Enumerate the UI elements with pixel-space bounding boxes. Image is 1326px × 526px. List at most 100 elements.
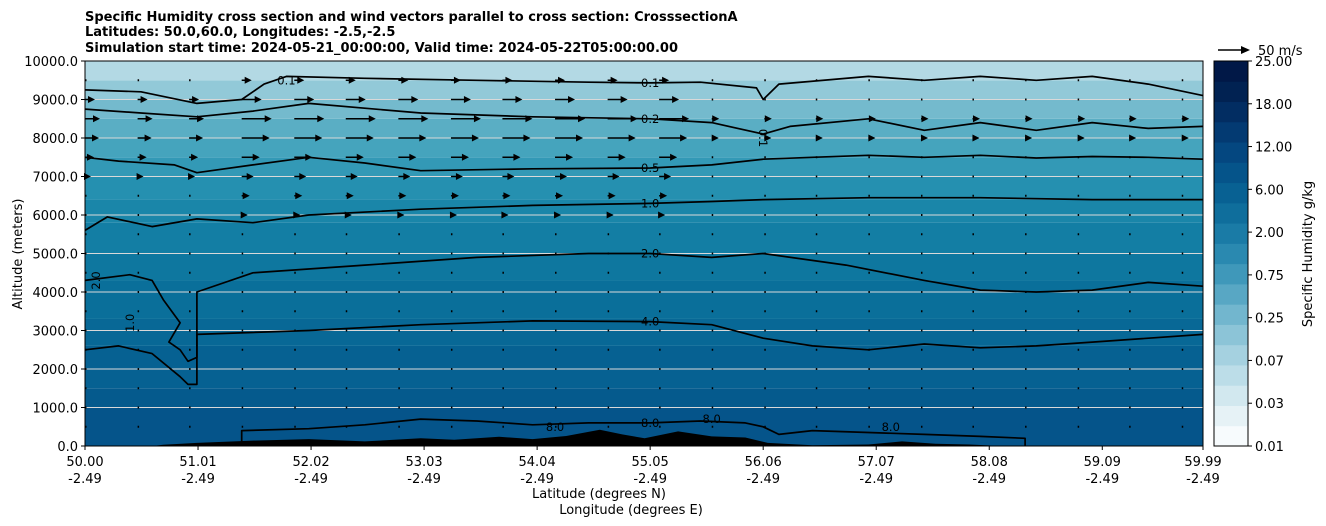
wind-vector-head bbox=[252, 153, 260, 161]
contour-line bbox=[84, 196, 1203, 232]
contour-line bbox=[84, 320, 1204, 386]
wind-vector-head bbox=[449, 211, 457, 219]
wind-vector-head bbox=[87, 153, 94, 161]
humidity-band bbox=[85, 176, 1203, 200]
colorbar-tick-label: 0.75 bbox=[1255, 269, 1284, 284]
wind-vector-head bbox=[350, 173, 358, 180]
terrain-silhouette bbox=[152, 429, 1003, 446]
y-tick-label: 4000.0 bbox=[33, 286, 79, 301]
wind-vector-head bbox=[358, 96, 366, 103]
wind-vector-head bbox=[1078, 115, 1086, 123]
wind-vector-head bbox=[1129, 115, 1137, 123]
wind-vector-head bbox=[712, 115, 720, 123]
x-tick-label-longitude: -2.49 bbox=[520, 472, 554, 487]
wind-vector-head bbox=[348, 76, 356, 84]
wind-vector-head bbox=[356, 153, 364, 161]
wind-vector-head bbox=[299, 173, 307, 180]
x-tick-label-longitude: -2.49 bbox=[1085, 472, 1119, 487]
humidity-band bbox=[85, 118, 1203, 138]
x-tick-label-longitude: -2.49 bbox=[181, 472, 215, 487]
y-axis-label: Altitude (meters) bbox=[11, 199, 26, 310]
wind-vector-head bbox=[421, 115, 429, 123]
wind-vector-head bbox=[628, 134, 636, 142]
wind-vector-head bbox=[682, 115, 690, 123]
y-tick-label: 7000.0 bbox=[33, 171, 79, 186]
y-tick-label: 9000.0 bbox=[33, 94, 79, 109]
wind-vector-head bbox=[297, 76, 305, 84]
colorbar-segment bbox=[1214, 81, 1248, 103]
y-tick-label: 0.0 bbox=[57, 440, 78, 455]
x-tick-label-longitude: -2.49 bbox=[859, 472, 893, 487]
humidity-band bbox=[85, 157, 1203, 177]
wind-vector-head bbox=[399, 192, 407, 200]
wind-vector-head bbox=[576, 134, 584, 142]
wind-vector-head bbox=[1077, 134, 1085, 142]
contour-label: 0.5 bbox=[641, 161, 659, 175]
wind-vector-head bbox=[764, 115, 772, 123]
wind-vector-head bbox=[191, 153, 199, 161]
x-tick-label-latitude: 50.00 bbox=[66, 455, 103, 470]
wind-vector-head bbox=[244, 76, 252, 84]
y-tick-label: 6000.0 bbox=[33, 209, 79, 224]
wind-vector-head bbox=[816, 115, 824, 123]
x-tick-label-longitude: -2.49 bbox=[407, 472, 441, 487]
wind-vector-head bbox=[197, 115, 205, 123]
wind-vector-head bbox=[188, 173, 196, 180]
wind-vector-head bbox=[451, 192, 459, 200]
wind-vector-head bbox=[1181, 134, 1189, 142]
x-tick-label-longitude: -2.49 bbox=[1186, 472, 1220, 487]
wind-vector-head bbox=[612, 173, 620, 180]
wind-vector-head bbox=[660, 192, 668, 200]
wind-vector-head bbox=[455, 173, 463, 180]
x-axis-label-longitude: Longitude (degrees E) bbox=[559, 503, 703, 518]
colorbar-frame bbox=[1213, 60, 1249, 447]
contour-label: 2.0 bbox=[641, 247, 659, 261]
x-tick-label-latitude: 52.02 bbox=[292, 455, 329, 470]
colorbar-tick-label: 0.07 bbox=[1255, 354, 1284, 369]
wind-vector-head bbox=[144, 134, 152, 142]
wind-vector-head bbox=[554, 211, 562, 219]
wind-vector-head bbox=[305, 153, 313, 161]
wind-vector-head bbox=[88, 96, 95, 103]
wind-reference-key: 50 m/s bbox=[1218, 44, 1303, 59]
contour-label: 0.1 bbox=[641, 76, 659, 90]
wind-vector-head bbox=[523, 134, 531, 142]
humidity-band bbox=[85, 280, 1203, 319]
humidity-band bbox=[85, 138, 1203, 158]
colorbar-tick-label: 6.00 bbox=[1255, 183, 1284, 198]
wind-vector-head bbox=[473, 115, 481, 123]
wind-vector-head bbox=[868, 115, 876, 123]
contour-line bbox=[240, 418, 1026, 446]
wind-vector-head bbox=[139, 153, 147, 161]
wind-vector-head bbox=[93, 115, 100, 123]
contour-label: 8.0 bbox=[641, 416, 659, 430]
wind-vector-head bbox=[680, 134, 688, 142]
humidity-band bbox=[85, 345, 1203, 389]
wind-vector-head bbox=[618, 153, 626, 161]
x-tick-label-latitude: 56.06 bbox=[745, 455, 782, 470]
wind-vector-head bbox=[240, 211, 248, 219]
wind-vector-head bbox=[136, 173, 144, 180]
contour-label: 0.1 bbox=[277, 73, 295, 87]
wind-vector-head bbox=[192, 96, 200, 103]
chart-title-line-3: Simulation start time: 2024-05-21_00:00:… bbox=[85, 41, 678, 56]
contour-label: 8.0 bbox=[703, 412, 721, 426]
colorbar-segment bbox=[1214, 61, 1248, 82]
colorbar-tick-label: 0.25 bbox=[1255, 312, 1284, 327]
y-tick-label: 5000.0 bbox=[33, 248, 79, 263]
wind-reference-arrowhead bbox=[1241, 46, 1250, 54]
x-tick-label-longitude: -2.49 bbox=[294, 472, 328, 487]
chart-title-line-1: Specific Humidity cross section and wind… bbox=[85, 10, 738, 25]
colorbar-tick-label: 2.00 bbox=[1255, 226, 1284, 241]
x-tick-label-latitude: 58.08 bbox=[971, 455, 1008, 470]
wind-vector-head bbox=[1182, 115, 1190, 123]
x-tick-label-longitude: -2.49 bbox=[972, 472, 1006, 487]
wind-vector-head bbox=[463, 96, 471, 103]
wind-vector-head bbox=[471, 134, 479, 142]
wind-vector-head bbox=[505, 76, 513, 84]
x-tick-label-latitude: 57.07 bbox=[858, 455, 895, 470]
colorbar-segment bbox=[1214, 202, 1248, 224]
colorbar-segment bbox=[1214, 344, 1248, 366]
wind-vector-head bbox=[1025, 115, 1033, 123]
